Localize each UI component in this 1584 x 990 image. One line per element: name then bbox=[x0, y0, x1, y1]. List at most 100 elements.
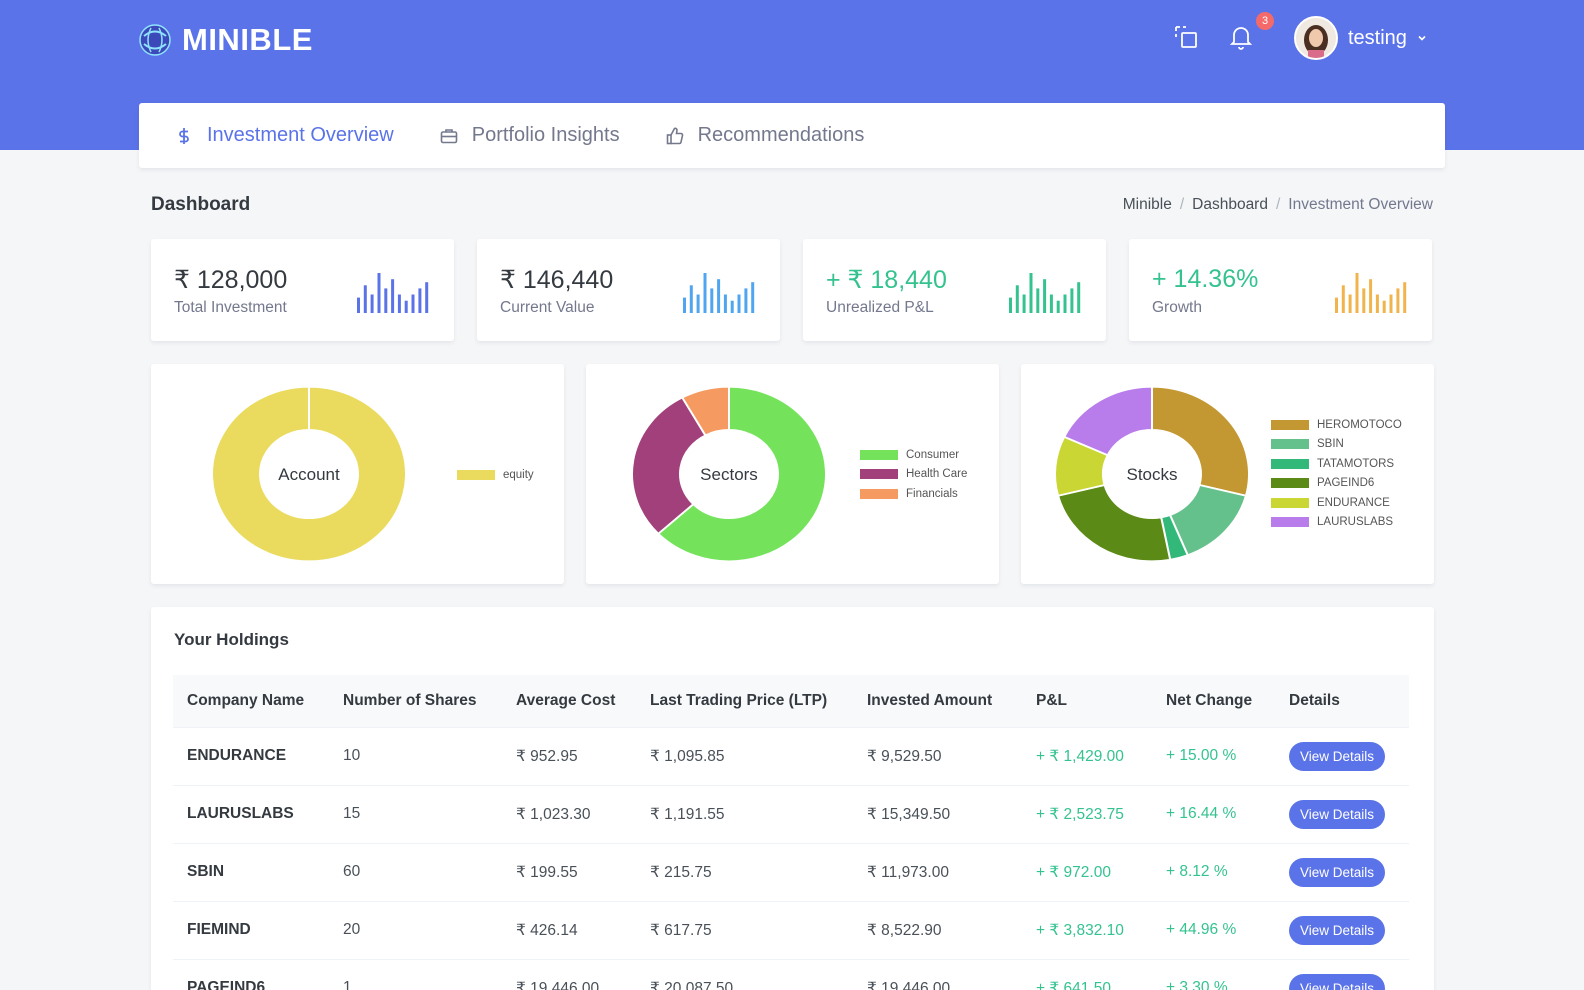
table-row: ENDURANCE 10 ₹ 952.95 ₹ 1,095.85 ₹ 9,529… bbox=[173, 726, 1409, 785]
invested-amount: ₹ 19,446.00 bbox=[853, 958, 1022, 990]
legend-item[interactable]: SBIN bbox=[1271, 437, 1402, 452]
pnl: + ₹ 2,523.75 bbox=[1022, 784, 1152, 843]
stat-label: Current Value bbox=[500, 299, 595, 316]
sparkline-bar bbox=[1022, 294, 1026, 313]
sparkline-bar bbox=[1009, 297, 1012, 313]
tab-recommendations[interactable]: Recommendations bbox=[666, 124, 865, 147]
sparkline-chart bbox=[357, 273, 429, 313]
net-change: + 15.00 % bbox=[1152, 726, 1275, 785]
legend-item[interactable]: equity bbox=[457, 467, 534, 482]
pie-slice-consumer[interactable] bbox=[656, 385, 827, 563]
stat-card-current-value: ₹ 146,440 Current Value bbox=[477, 239, 780, 341]
legend-item[interactable]: TATAMOTORS bbox=[1271, 456, 1402, 471]
average-cost: ₹ 426.14 bbox=[502, 900, 636, 959]
stat-card-total-investment: ₹ 128,000 Total Investment bbox=[151, 239, 454, 341]
view-details-button[interactable]: View Details bbox=[1289, 973, 1386, 990]
sparkline-bar bbox=[363, 285, 367, 313]
tab-label: Recommendations bbox=[697, 124, 865, 146]
pie-slice-health-care[interactable] bbox=[631, 396, 707, 536]
pie-slice-pageind6[interactable] bbox=[1056, 483, 1172, 563]
sectors-legend: Consumer Health Care Financials bbox=[860, 447, 967, 501]
tab-label: Portfolio Insights bbox=[471, 124, 620, 146]
brand-logo[interactable]: MINIBLE bbox=[138, 22, 313, 58]
stocks-legend: HEROMOTOCO SBIN TATAMOTORS PAGEIND6 ENDURANC… bbox=[1271, 417, 1402, 530]
average-cost: ₹ 952.95 bbox=[502, 726, 636, 785]
legend-item[interactable]: Financials bbox=[860, 486, 967, 501]
chart-center-label: Stocks bbox=[1126, 465, 1177, 484]
legend-label: PAGEIND6 bbox=[1317, 477, 1375, 489]
sparkline-bar bbox=[1375, 294, 1379, 313]
company-name: PAGEIND6 bbox=[173, 958, 329, 990]
stat-value: ₹ 146,440 bbox=[500, 266, 614, 294]
ltp: ₹ 617.75 bbox=[636, 900, 853, 959]
sparkline-bar bbox=[1063, 294, 1067, 313]
sparkline-bar bbox=[1389, 294, 1393, 313]
notification-count-badge: 3 bbox=[1256, 12, 1274, 30]
sparkline-bar bbox=[751, 282, 755, 313]
stat-label: Growth bbox=[1152, 299, 1202, 316]
user-menu[interactable]: testing bbox=[1294, 16, 1427, 60]
table-row: LAURUSLABS 15 ₹ 1,023.30 ₹ 1,191.55 ₹ 15… bbox=[173, 784, 1409, 843]
stat-value: + 14.36% bbox=[1152, 265, 1259, 293]
sparkline-bar bbox=[357, 297, 360, 313]
column-header: Average Cost bbox=[516, 691, 616, 709]
breadcrumb-minible[interactable]: Minible bbox=[1122, 196, 1172, 213]
sparkline-bar bbox=[1049, 294, 1053, 313]
shares: 20 bbox=[329, 900, 502, 959]
view-details-button[interactable]: View Details bbox=[1289, 741, 1386, 771]
breadcrumb-dashboard[interactable]: Dashboard bbox=[1192, 196, 1268, 213]
details-cell: View Details bbox=[1275, 900, 1409, 959]
pie-slice-lauruslabs[interactable] bbox=[1062, 385, 1153, 457]
column-header: Last Trading Price (LTP) bbox=[650, 691, 828, 709]
sparkline-bar bbox=[1056, 300, 1060, 313]
invested-amount: ₹ 8,522.90 bbox=[853, 900, 1022, 959]
tab-portfolio-insights[interactable]: Portfolio Insights bbox=[440, 124, 620, 147]
sparkline-bar bbox=[737, 294, 741, 313]
ltp: ₹ 215.75 bbox=[636, 842, 853, 901]
notifications-button[interactable] bbox=[1226, 22, 1256, 52]
view-details-button[interactable]: View Details bbox=[1289, 857, 1386, 887]
legend-item[interactable]: Health Care bbox=[860, 467, 967, 482]
net-change: + 8.12 % bbox=[1152, 842, 1275, 901]
sparkline-chart bbox=[1009, 273, 1081, 313]
invested-amount: ₹ 9,529.50 bbox=[853, 726, 1022, 785]
ltp: ₹ 1,191.55 bbox=[636, 784, 853, 843]
sparkline-bar bbox=[744, 288, 748, 313]
legend-swatch bbox=[1271, 419, 1309, 430]
breadcrumb-separator: / bbox=[1179, 196, 1185, 213]
table-row: FIEMIND 20 ₹ 426.14 ₹ 617.75 ₹ 8,522.90 … bbox=[173, 900, 1409, 959]
stat-card-growth: + 14.36% Growth bbox=[1129, 239, 1432, 341]
avatar bbox=[1294, 16, 1338, 60]
apps-button[interactable] bbox=[1171, 22, 1201, 52]
sparkline-bar bbox=[1070, 288, 1074, 313]
briefcase-icon bbox=[440, 128, 458, 143]
account-legend: equity bbox=[457, 467, 534, 482]
legend-swatch bbox=[1271, 458, 1309, 469]
sparkline-bar bbox=[1355, 273, 1359, 313]
view-details-button[interactable]: View Details bbox=[1289, 799, 1386, 829]
average-cost: ₹ 1,023.30 bbox=[502, 784, 636, 843]
legend-item[interactable]: ENDURANCE bbox=[1271, 495, 1402, 510]
legend-label: HEROMOTOCO bbox=[1317, 418, 1402, 431]
breadcrumb: Minible / Dashboard / Investment Overvie… bbox=[1123, 196, 1433, 214]
legend-item[interactable]: Consumer bbox=[860, 447, 967, 462]
legend-item[interactable]: PAGEIND6 bbox=[1271, 476, 1402, 491]
tab-investment-overview[interactable]: Investment Overview bbox=[175, 124, 394, 147]
invested-amount: ₹ 15,349.50 bbox=[853, 784, 1022, 843]
company-name: LAURUSLABS bbox=[173, 784, 329, 843]
sparkline-bar bbox=[1036, 288, 1040, 313]
pie-slice-heromotoco[interactable] bbox=[1151, 385, 1250, 497]
legend-swatch bbox=[1271, 517, 1309, 527]
sparkline-bar bbox=[683, 297, 686, 313]
legend-item[interactable]: LAURUSLABS bbox=[1271, 515, 1402, 530]
view-details-button[interactable]: View Details bbox=[1289, 915, 1386, 945]
legend-item[interactable]: HEROMOTOCO bbox=[1271, 417, 1402, 432]
pie-slice-equity[interactable] bbox=[211, 385, 407, 563]
column-header: Net Change bbox=[1166, 691, 1253, 709]
column-header: Company Name bbox=[187, 691, 305, 709]
stat-value: + ₹ 18,440 bbox=[826, 266, 947, 294]
details-cell: View Details bbox=[1275, 958, 1409, 990]
pie-slice-financials[interactable] bbox=[680, 385, 730, 437]
table-header-row: Company Name Number of Shares Average Co… bbox=[173, 675, 1409, 727]
pnl: + ₹ 3,832.10 bbox=[1022, 900, 1152, 959]
